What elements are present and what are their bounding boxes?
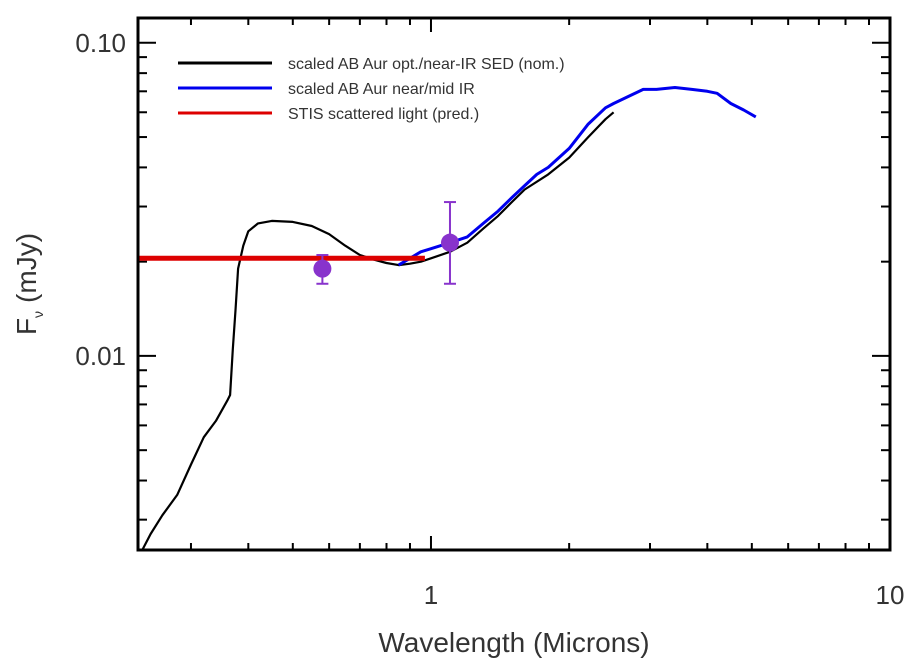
y-axis-title-main: F <box>11 318 42 335</box>
y-tick-label: 0.01 <box>75 341 126 371</box>
data-markers <box>313 201 459 285</box>
y-axis-title: Fν (mJy) <box>11 233 46 335</box>
y-tick-labels: 0.01 0.10 <box>75 28 126 371</box>
x-tick-labels: 1 10 <box>424 580 905 610</box>
y-tick-label: 0.10 <box>75 28 126 58</box>
legend-label: scaled AB Aur opt./near-IR SED (nom.) <box>288 56 565 73</box>
svg-text:Fν(mJy): Fν (mJy) <box>11 233 46 335</box>
series-line <box>141 111 615 551</box>
axis-ticks <box>138 18 891 550</box>
data-point <box>440 233 459 252</box>
legend: scaled AB Aur opt./near-IR SED (nom.) sca… <box>178 56 565 123</box>
x-tick-label: 10 <box>876 580 905 610</box>
data-point <box>313 259 332 278</box>
series-lines <box>138 86 757 551</box>
x-tick-label: 1 <box>424 580 438 610</box>
plot-frame <box>136 16 892 552</box>
legend-label: STIS scattered light (pred.) <box>288 106 479 123</box>
x-axis-title: Wavelength (Microns) <box>378 627 649 658</box>
y-axis-title-unit: (mJy) <box>11 233 42 303</box>
y-axis-title-sub: ν <box>30 311 46 318</box>
legend-label: scaled AB Aur near/mid IR <box>288 81 475 98</box>
